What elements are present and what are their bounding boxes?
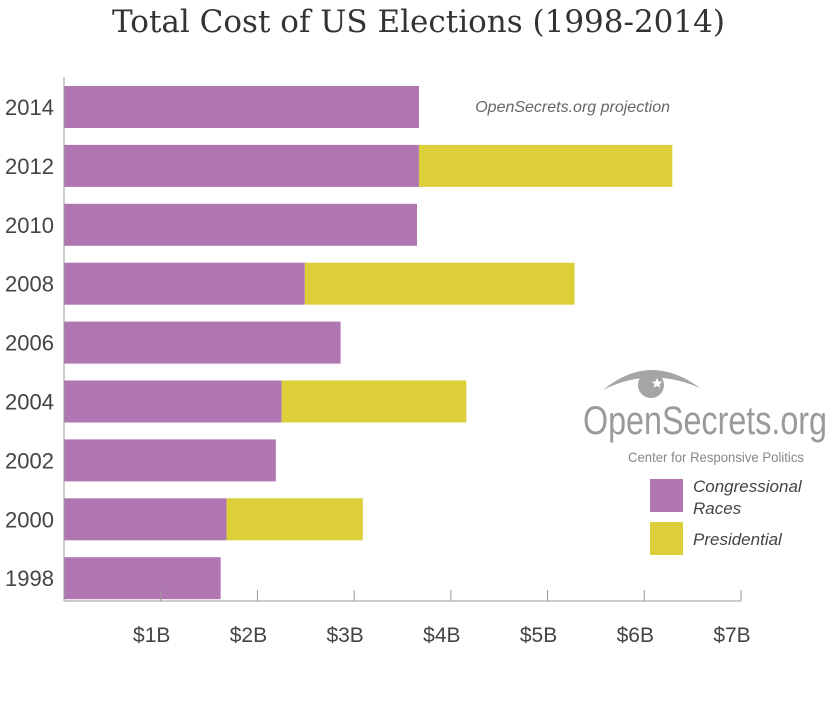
legend-label-congressional-line2: Races [693, 499, 742, 518]
projection-annotation: OpenSecrets.org projection [475, 99, 670, 116]
y-tick-label-2002: 2002 [5, 448, 54, 473]
x-tick-label-1: $1B [133, 624, 170, 647]
bar-2008-presidential [304, 262, 575, 305]
opensecrets-logo: OpenSecrets.org Center for Responsive Po… [583, 369, 827, 465]
y-tick-label-2014: 2014 [5, 95, 54, 120]
bar-2008-congressional [64, 262, 305, 305]
legend: Congressional Races Presidential [650, 477, 803, 555]
y-tick-label-2008: 2008 [5, 272, 54, 297]
x-tick-label-4: $4B [423, 624, 460, 647]
chart-title: Total Cost of US Elections (1998-2014) [112, 4, 725, 40]
y-tick-label-2000: 2000 [5, 507, 54, 532]
legend-swatch-presidential [650, 522, 683, 555]
bar-2000-congressional [64, 498, 227, 541]
bar-2002-congressional [64, 439, 276, 482]
bar-2004-congressional [64, 380, 282, 423]
y-tick-label-2004: 2004 [5, 390, 54, 415]
bar-2000-presidential [226, 498, 363, 541]
x-tick-label-5: $5B [520, 624, 557, 647]
bar-2006-congressional [64, 321, 341, 364]
y-tick-label-1998: 1998 [5, 566, 54, 591]
legend-label-presidential: Presidential [693, 530, 783, 549]
legend-swatch-congressional [650, 479, 683, 512]
x-tick-label-7: $7B [713, 624, 750, 647]
logo-text: OpenSecrets.org [583, 399, 827, 443]
logo-subtitle: Center for Responsive Politics [628, 449, 804, 465]
y-tick-label-2006: 2006 [5, 331, 54, 356]
star-icon [651, 378, 663, 388]
eye-icon [603, 369, 700, 390]
legend-label-congressional-line1: Congressional [693, 477, 803, 496]
bar-2012-congressional [64, 144, 419, 187]
bar-2014-congressional [64, 86, 419, 128]
legend-label-congressional: Congressional Races [693, 477, 803, 518]
bar-2010-congressional [64, 203, 418, 246]
y-tick-label-2010: 2010 [5, 213, 54, 238]
x-tick-label-2: $2B [230, 624, 267, 647]
bar-2004-presidential [281, 380, 467, 423]
eye-pupil-icon [638, 372, 664, 398]
x-tick-label-3: $3B [326, 624, 363, 647]
y-tick-label-2012: 2012 [5, 154, 54, 179]
x-tick-label-6: $6B [617, 624, 654, 647]
bar-1998-congressional [64, 557, 221, 600]
bar-2012-presidential [418, 144, 673, 187]
